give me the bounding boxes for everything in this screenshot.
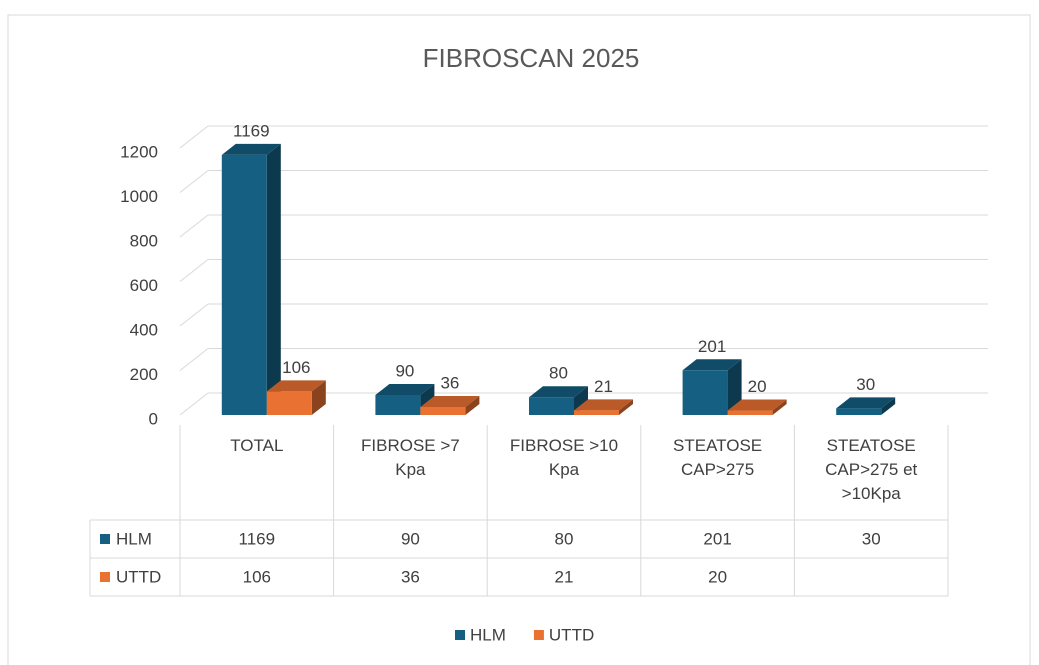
y-tick-label: 800 [130,231,158,250]
grid-line-depth [179,348,209,371]
bar [420,406,466,415]
bar-top [529,386,588,398]
data-label: 90 [395,361,414,380]
chart-frame [7,14,1031,665]
table-value: 106 [243,567,271,586]
bar-side [772,399,787,415]
y-tick-label: 1000 [120,187,158,206]
x-tick-label: FIBROSE >7 Kpa [361,436,460,479]
table-value: 201 [703,529,731,548]
grid-line-depth [179,214,209,238]
y-tick-label: 400 [130,320,158,339]
grid-line-depth [179,303,209,327]
bar [727,410,773,415]
bar [266,391,312,415]
data-label: 36 [440,373,459,392]
table-value: 30 [862,529,881,548]
legend-key [455,630,465,640]
table-value: 80 [555,529,574,548]
legend-label: UTTD [549,625,594,644]
legend-label: HLM [470,625,506,644]
table-value: 20 [708,567,727,586]
data-label: 1169 [233,121,270,140]
bar-top [221,143,281,155]
bar-top [375,383,435,395]
x-tick-label-box: STEATOSE CAP>275 [673,436,763,479]
table-legend-key [100,534,110,544]
grid-line-depth [179,125,209,149]
table-series-name: HLM [116,529,152,548]
bar [682,370,728,415]
y-tick-label: 0 [149,409,158,428]
table-legend-key [100,572,110,582]
grid-line-depth [179,392,209,416]
bar [375,394,421,415]
bar [574,410,619,415]
data-label: 106 [282,358,310,377]
y-tick-label: 1200 [120,142,158,161]
chart-title: FIBROSCAN 2025 [423,43,640,73]
data-label: 30 [856,375,875,394]
x-tick-label: TOTAL [230,436,284,455]
x-tick-label-box: FIBROSE >10 Kpa [509,436,619,479]
table-value: 1169 [239,529,276,548]
bar [836,408,882,415]
table-value: 21 [555,567,574,586]
y-tick-label: 200 [130,365,158,384]
bar-side [311,380,326,415]
data-label: 80 [549,364,568,383]
bar-top [727,399,787,411]
bar-side [881,397,896,415]
bar-top [574,399,633,411]
bar-side [619,399,633,415]
x-tick-label: STEATOSE CAP>275 et >10Kpa [825,436,918,503]
x-tick-label-box: STEATOSE CAP>275 et >10Kpa [825,436,918,503]
bar-top [682,359,742,371]
bar-side [465,395,480,415]
bar [529,397,574,415]
grid-line-depth [179,170,209,193]
table-value: 90 [401,529,420,548]
bar [221,154,267,415]
table-value: 36 [401,567,420,586]
x-tick-label: STEATOSE CAP>275 [673,436,763,479]
data-label: 20 [748,377,767,396]
bar-top [266,380,326,392]
table-series-name: UTTD [116,567,161,586]
x-tick-label-box: FIBROSE >7 Kpa [361,436,460,479]
bar-top [420,395,480,407]
legend-key [533,630,544,640]
data-label: 21 [594,377,613,396]
bar-top [836,397,896,409]
x-tick-label-box: TOTAL [230,436,284,455]
bar-side [727,359,742,415]
y-tick-label: 600 [130,276,158,295]
data-label: 201 [698,337,726,356]
bar-side [266,143,281,415]
grid-line-depth [179,259,209,282]
x-tick-label: FIBROSE >10 Kpa [509,436,619,479]
